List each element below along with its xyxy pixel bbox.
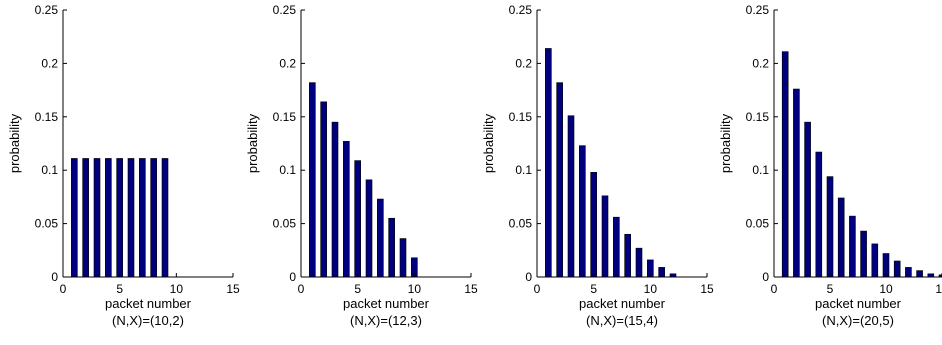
- bar: [658, 267, 665, 278]
- y-tick-label: 0.05: [273, 217, 297, 231]
- bar: [93, 158, 101, 278]
- bar: [781, 51, 789, 278]
- bar: [309, 82, 316, 278]
- y-axis-label: probability: [481, 113, 496, 173]
- y-tick-label: 0.15: [746, 110, 770, 124]
- bar: [105, 158, 112, 278]
- bar: [399, 238, 407, 278]
- bar: [320, 101, 327, 278]
- bar: [71, 158, 78, 278]
- x-tick-label: 5: [354, 282, 361, 296]
- y-tick-label: 0.2: [515, 56, 532, 70]
- x-axis-label: packet number: [815, 296, 902, 311]
- bar: [343, 141, 350, 278]
- y-tick-label: 0.2: [752, 56, 769, 70]
- y-tick-label: 0.25: [35, 3, 59, 17]
- chart-panel-3: 0 0.05 0.1 0.15 0.2 0.25 0 5 10 15 packet number (N…: [481, 3, 714, 328]
- y-axis-label: probability: [7, 113, 22, 173]
- y-tick-label: 0.1: [41, 163, 58, 177]
- x-tick-label: 15: [226, 282, 240, 296]
- chart-panel-2: 0 0.05 0.1 0.15 0.2 0.25 0 5 10 15 packet number (N…: [245, 3, 478, 328]
- y-axis-label: probability: [245, 113, 260, 173]
- chart-panel-1: 0 0.05 0.1 0.15 0.2 0.25 0 5 10 15 packet number (N…: [7, 3, 240, 328]
- bar: [837, 197, 845, 278]
- y-tick-label: 0: [51, 270, 58, 284]
- x-tick-label: 5: [827, 282, 834, 296]
- x-tick-label: 10: [644, 282, 658, 296]
- bar: [556, 82, 563, 278]
- bar: [388, 217, 395, 278]
- y-axis-label: probability: [718, 113, 733, 173]
- bar: [365, 179, 373, 278]
- chart-caption: (N,X)=(20,5): [822, 313, 894, 328]
- x-tick-label: 0: [298, 282, 305, 296]
- x-tick-label: 15: [464, 282, 478, 296]
- y-tick-label: 0.1: [752, 163, 769, 177]
- y-tick-label: 0: [525, 270, 532, 284]
- x-tick-label: 0: [534, 282, 541, 296]
- y-tick-label: 0.2: [41, 56, 58, 70]
- x-tick-label: 5: [590, 282, 597, 296]
- bar: [82, 158, 89, 278]
- bar: [624, 233, 631, 278]
- y-tick-label: 0.1: [515, 163, 532, 177]
- y-tick-label: 0.05: [35, 217, 59, 231]
- chart-caption: (N,X)=(10,2): [112, 313, 184, 328]
- x-axis-label: packet number: [343, 296, 430, 311]
- bar: [567, 115, 575, 278]
- x-tick-label: 0: [771, 282, 778, 296]
- bar: [613, 216, 620, 278]
- y-tick-label: 0.15: [509, 110, 533, 124]
- bar: [116, 158, 123, 278]
- bar: [635, 247, 643, 278]
- bar: [871, 243, 879, 278]
- chart-caption: (N,X)=(12,3): [350, 313, 422, 328]
- bar: [826, 176, 834, 278]
- y-tick-label: 0.15: [273, 110, 297, 124]
- bar: [161, 158, 169, 278]
- bar: [545, 48, 552, 278]
- x-axis-label: packet number: [579, 296, 666, 311]
- y-tick-label: 0.25: [746, 3, 770, 17]
- x-tick-label: 15: [935, 282, 942, 296]
- y-tick-label: 0: [289, 270, 296, 284]
- x-tick-label: 15: [700, 282, 714, 296]
- bar: [601, 195, 609, 278]
- bar: [150, 158, 157, 278]
- chart-caption: (N,X)=(15,4): [586, 313, 658, 328]
- bar: [893, 260, 901, 278]
- x-tick-label: 10: [408, 282, 422, 296]
- x-tick-label: 0: [60, 282, 67, 296]
- bar: [905, 267, 912, 278]
- bar: [938, 274, 942, 278]
- bar: [127, 158, 135, 278]
- y-tick-label: 0.15: [35, 110, 59, 124]
- bar: [139, 158, 146, 278]
- bar: [860, 230, 867, 278]
- x-axis-label: packet number: [105, 296, 192, 311]
- y-tick-label: 0.25: [509, 3, 533, 17]
- x-tick-label: 10: [170, 282, 184, 296]
- bar: [804, 121, 811, 278]
- y-tick-label: 0.2: [279, 56, 296, 70]
- bar: [815, 151, 823, 278]
- bar: [354, 160, 361, 278]
- chart-panel-4: 0 0.05 0.1 0.15 0.2 0.25 0 5 10 15 packet number (N…: [718, 3, 942, 328]
- y-tick-label: 0: [762, 270, 769, 284]
- bar: [331, 121, 339, 278]
- bar: [579, 145, 586, 278]
- x-tick-label: 5: [116, 282, 123, 296]
- y-tick-label: 0.25: [273, 3, 297, 17]
- bar: [377, 198, 384, 278]
- y-tick-label: 0.05: [509, 217, 533, 231]
- x-tick-label: 10: [879, 282, 893, 296]
- bar: [916, 270, 923, 278]
- bar: [849, 215, 856, 278]
- bar: [590, 172, 597, 278]
- y-tick-label: 0.05: [746, 217, 770, 231]
- bar: [793, 88, 800, 278]
- y-tick-label: 0.1: [279, 163, 296, 177]
